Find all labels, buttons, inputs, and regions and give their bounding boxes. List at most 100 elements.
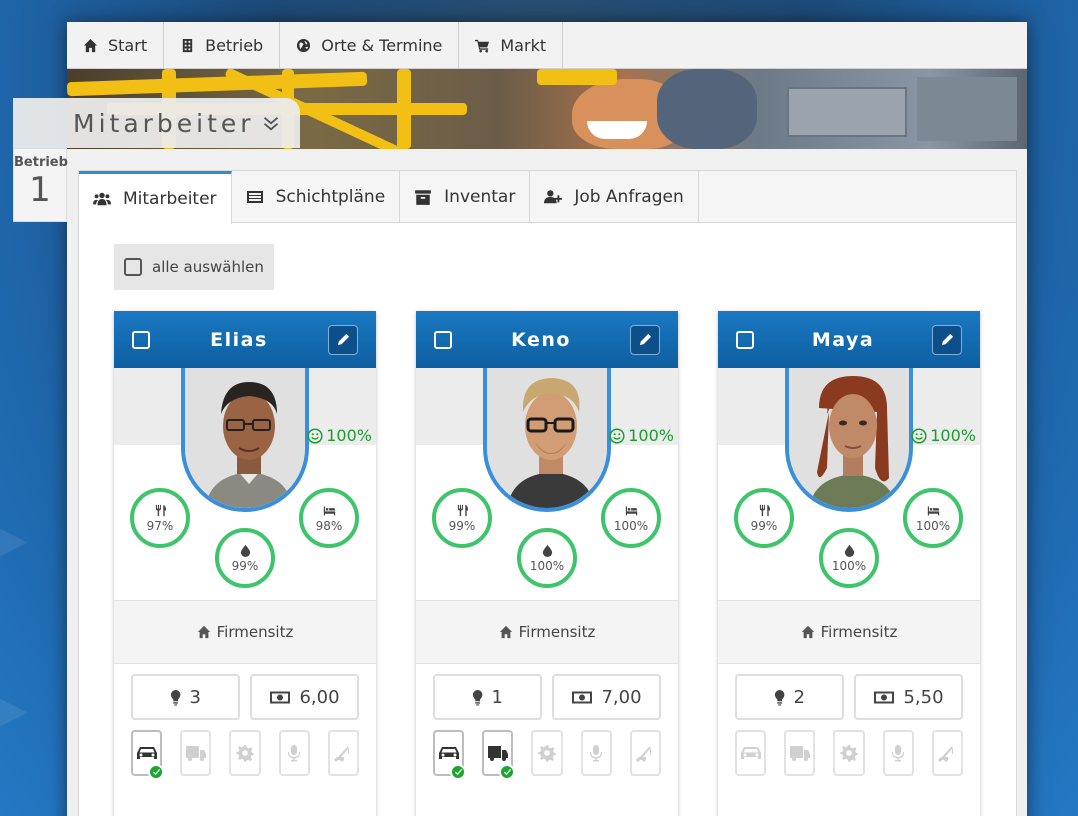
employee-ideas-value: 1 (491, 686, 503, 708)
license-crane[interactable] (327, 730, 360, 776)
employee-info-row: 3 6,00 (114, 664, 376, 720)
license-truck[interactable] (180, 730, 212, 776)
license-check-badge (450, 764, 467, 780)
gear-icon (840, 745, 858, 762)
license-car[interactable] (735, 730, 767, 776)
select-all-box[interactable] (124, 258, 142, 276)
cutlery-icon (759, 504, 770, 516)
stat-food: 97% (130, 488, 190, 548)
edit-employee-button[interactable] (328, 324, 358, 355)
license-radio[interactable] (580, 730, 612, 776)
license-mechanic[interactable] (531, 730, 563, 776)
employee-card-header: Elias (114, 311, 376, 368)
license-truck[interactable] (784, 730, 816, 776)
nav-betrieb[interactable]: Betrieb (164, 22, 281, 69)
employee-mood-value: 100% (930, 426, 976, 445)
license-radio[interactable] (882, 730, 914, 776)
license-mechanic[interactable] (833, 730, 865, 776)
employee-wage[interactable]: 6,00 (250, 674, 359, 720)
checkmark-icon (503, 768, 512, 775)
stat-food-value: 97% (146, 518, 174, 533)
drop-icon (240, 544, 250, 557)
stat-water: 100% (517, 528, 577, 588)
smile-icon (307, 427, 323, 444)
employee-licenses (718, 720, 980, 776)
employee-wage[interactable]: 5,50 (854, 674, 963, 720)
bed-icon (625, 505, 637, 515)
lightbulb-icon (171, 689, 181, 706)
tab-mitarbeiter[interactable]: Mitarbeiter (79, 171, 232, 224)
stat-water: 100% (819, 528, 879, 588)
employee-avatar (181, 368, 309, 512)
building-icon (182, 38, 193, 53)
stat-food-value: 99% (750, 518, 778, 533)
employee-licenses (416, 720, 678, 780)
employee-mood: 100% (911, 426, 976, 445)
tab-job-anfragen[interactable]: Job Anfragen (530, 171, 699, 223)
money-icon (874, 691, 895, 703)
nav-orte-termine[interactable]: Orte & Termine (280, 22, 460, 69)
tab-bar: Mitarbeiter Schichtpläne Inventar Job An… (79, 171, 1016, 224)
main-window: Start Betrieb Orte & Termine Markt (67, 22, 1027, 816)
nav-start[interactable]: Start (67, 22, 165, 69)
company-indicator[interactable]: Betrieb 1 (13, 148, 68, 222)
tab-job-anfragen-label: Job Anfragen (574, 187, 684, 207)
tab-inventar-label: Inventar (444, 187, 516, 207)
smile-icon (911, 427, 927, 444)
money-icon (572, 691, 593, 703)
stat-food: 99% (432, 488, 492, 548)
employee-licenses (114, 720, 376, 780)
employee-select-checkbox[interactable] (434, 330, 452, 349)
users-icon (93, 192, 111, 206)
nav-markt-label: Markt (500, 36, 547, 55)
tab-inventar[interactable]: Inventar (400, 171, 531, 223)
pencil-icon (639, 333, 651, 346)
select-all-checkbox[interactable]: alle auswählen (114, 244, 274, 290)
license-car[interactable] (433, 730, 467, 780)
edit-employee-button[interactable] (932, 324, 962, 355)
license-car[interactable] (131, 730, 165, 780)
employee-location: Firmensitz (114, 600, 376, 664)
license-check-badge (499, 764, 516, 780)
employee-mood: 100% (609, 426, 674, 445)
employee-select-checkbox[interactable] (736, 330, 754, 349)
employee-wage-value: 6,00 (299, 686, 340, 708)
employee-portrait-area: 100% 99% 100% 100% (718, 368, 980, 600)
employee-mood-value: 100% (326, 426, 372, 445)
stat-sleep-value: 98% (315, 518, 343, 533)
tab-schichtplaene-label: Schichtpläne (275, 187, 386, 207)
stat-sleep-value: 100% (613, 518, 649, 533)
stat-food: 99% (734, 488, 794, 548)
pencil-icon (337, 333, 349, 346)
stat-sleep: 100% (903, 488, 963, 548)
stat-sleep: 98% (299, 488, 359, 548)
cart-icon (475, 39, 490, 53)
license-crane[interactable] (931, 730, 964, 776)
tab-schichtplaene[interactable]: Schichtpläne (232, 171, 401, 223)
employee-card-header: Maya (718, 311, 980, 368)
employee-portrait-area: 100% 99% 100% 100% (416, 368, 678, 600)
background-decoration: ▶ (0, 520, 28, 561)
car-icon (438, 747, 459, 759)
employee-card: Elias (114, 311, 376, 816)
drop-icon (844, 544, 854, 557)
employee-card: Keno (416, 311, 678, 816)
employee-ideas-value: 2 (793, 686, 805, 708)
employee-select-checkbox[interactable] (132, 330, 150, 349)
section-title-tab[interactable]: Mitarbeiter (13, 98, 300, 148)
nav-markt[interactable]: Markt (459, 22, 564, 69)
archive-icon (415, 190, 432, 205)
employee-ideas[interactable]: 3 (131, 674, 240, 720)
employee-ideas[interactable]: 2 (735, 674, 844, 720)
license-mechanic[interactable] (229, 730, 261, 776)
license-crane[interactable] (629, 730, 662, 776)
employee-ideas[interactable]: 1 (433, 674, 542, 720)
cutlery-icon (457, 504, 468, 516)
edit-employee-button[interactable] (630, 324, 660, 355)
employee-mood: 100% (307, 426, 372, 445)
employee-wage[interactable]: 7,00 (552, 674, 661, 720)
license-truck[interactable] (482, 730, 516, 780)
license-radio[interactable] (278, 730, 310, 776)
bed-icon (927, 505, 939, 515)
stat-water-value: 99% (231, 558, 259, 573)
